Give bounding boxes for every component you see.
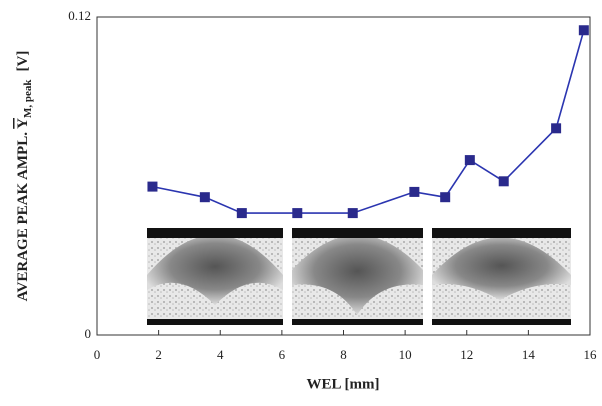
y-label-symbol: Y bbox=[15, 118, 31, 129]
point-marker bbox=[464, 155, 475, 166]
weld-zone bbox=[432, 237, 571, 300]
point-marker bbox=[147, 181, 158, 192]
micrograph-edge bbox=[432, 319, 571, 325]
x-tick-label: 4 bbox=[217, 347, 224, 362]
y-axis-label: AVERAGE PEAK AMPL. YM, peak [V] bbox=[15, 51, 33, 302]
x-tick-label: 8 bbox=[340, 347, 347, 362]
point-marker bbox=[409, 186, 420, 197]
x-tick-label: 12 bbox=[460, 347, 473, 362]
point-marker bbox=[236, 208, 247, 219]
point-marker bbox=[347, 208, 358, 219]
point-marker bbox=[551, 123, 562, 134]
micrograph-edge bbox=[432, 228, 571, 238]
y-tick-label: 0.12 bbox=[68, 8, 91, 23]
point-marker bbox=[498, 176, 509, 187]
x-tick-label: 2 bbox=[155, 347, 162, 362]
point-marker bbox=[440, 192, 451, 203]
weld-zone bbox=[292, 235, 423, 315]
weld-zone bbox=[147, 235, 283, 305]
x-tick-label: 14 bbox=[522, 347, 536, 362]
point-marker bbox=[578, 25, 589, 36]
micrograph-insets bbox=[147, 228, 571, 325]
x-tick-label: 6 bbox=[279, 347, 286, 362]
x-axis-label: WEL [mm] bbox=[307, 376, 380, 392]
y-tick-label: 0 bbox=[85, 326, 92, 341]
micrograph-edge bbox=[292, 228, 423, 238]
x-tick-label: 0 bbox=[94, 347, 101, 362]
y-label-unit: [V] bbox=[15, 51, 31, 72]
x-tick-label: 16 bbox=[584, 347, 598, 362]
y-label-subscript: M, peak bbox=[22, 79, 34, 118]
point-marker bbox=[292, 208, 303, 219]
point-marker bbox=[199, 192, 210, 203]
micrograph-edge bbox=[147, 228, 283, 238]
micrograph-edge bbox=[147, 319, 283, 325]
series-line bbox=[152, 30, 585, 214]
x-tick-label: 10 bbox=[399, 347, 412, 362]
micrograph-edge bbox=[292, 319, 423, 325]
y-label-text: AVERAGE PEAK AMPL. bbox=[15, 132, 31, 302]
